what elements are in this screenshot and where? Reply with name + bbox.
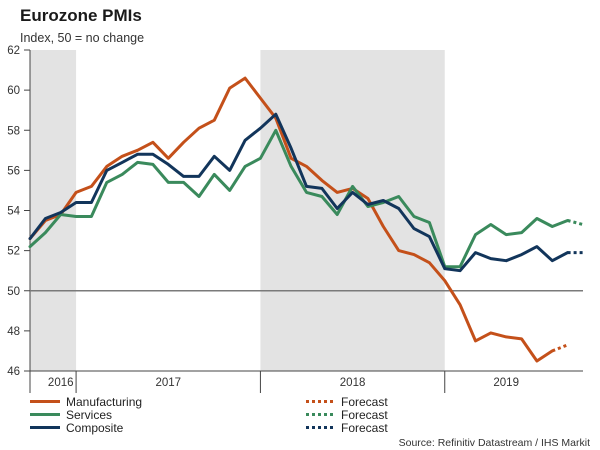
x-tick-label-2019: 2019: [493, 377, 519, 389]
legend-label-forecast-services: Forecast: [341, 408, 388, 422]
x-tick-label-2018: 2018: [340, 377, 366, 389]
y-tick-label-54: 54: [7, 206, 20, 218]
y-tick-label-58: 58: [7, 125, 20, 137]
y-tick-label-52: 52: [7, 246, 20, 258]
forecast-line-services: [567, 219, 584, 226]
y-tick-label-46: 46: [7, 366, 20, 378]
legend-label-manufacturing: Manufacturing: [66, 395, 142, 409]
legend-label-composite: Composite: [66, 421, 124, 435]
chart-subtitle: Index, 50 = no change: [20, 31, 144, 45]
legend-label-services: Services: [66, 408, 112, 422]
series-line-manufacturing: [28, 76, 554, 363]
legend-label-forecast-manufacturing: Forecast: [341, 395, 388, 409]
shaded-period-1: [260, 50, 445, 371]
x-tick-label-2017: 2017: [155, 377, 181, 389]
legend: Manufacturing Services Composite Forecas…: [30, 395, 388, 435]
x-tick-label-2016: 2016: [48, 377, 74, 389]
y-tick-label-48: 48: [7, 326, 20, 338]
shaded-period-0: [30, 50, 77, 371]
chart-title: Eurozone PMIs: [20, 6, 142, 25]
series-line-services: [28, 128, 570, 269]
series-line-composite: [28, 112, 570, 273]
y-tick-label-60: 60: [7, 85, 20, 97]
y-tick-label-56: 56: [7, 165, 20, 177]
source-note: Source: Refinitiv Datastream / IHS Marki…: [399, 437, 590, 449]
legend-label-forecast-composite: Forecast: [341, 421, 388, 435]
y-tick-label-50: 50: [7, 286, 20, 298]
y-tick-label-62: 62: [7, 45, 20, 57]
forecast-line-manufacturing: [551, 343, 569, 353]
